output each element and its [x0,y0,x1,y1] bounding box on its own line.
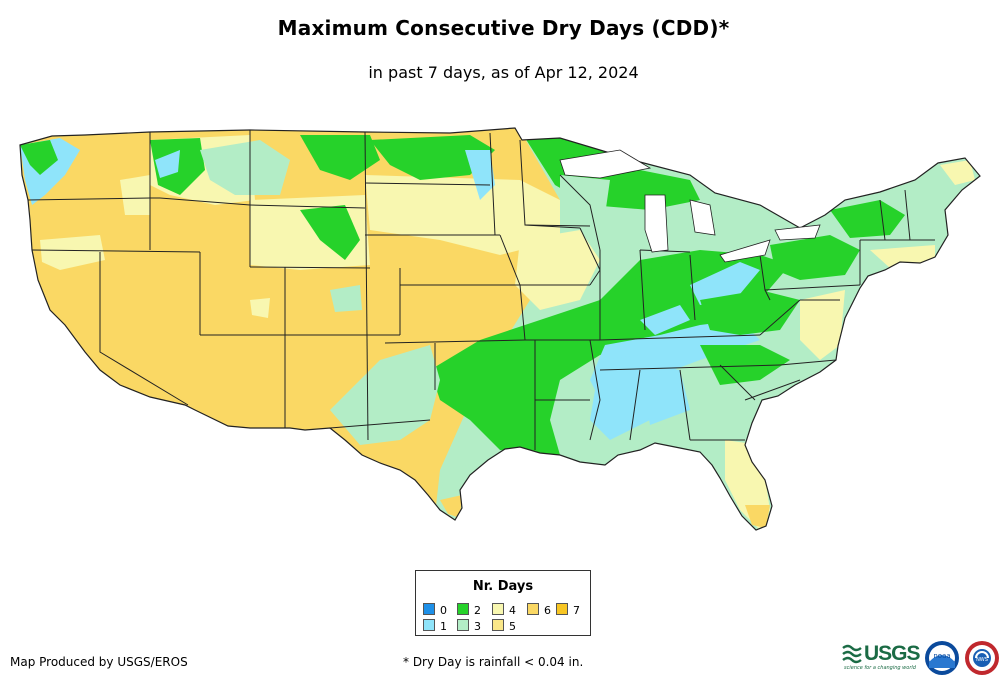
legend-swatch [457,619,469,631]
dry-days-fill [20,128,980,530]
map-credit: Map Produced by USGS/EROS [10,655,188,669]
legend-item-5: 5 [492,619,516,633]
legend-label: 3 [474,620,481,633]
legend-label: 7 [573,604,580,617]
legend-item-3: 3 [457,619,481,633]
legend-item-2: 2 [457,603,481,617]
noaa-logo-icon: noaa [925,641,959,675]
usgs-wordmark: USGS [864,642,921,665]
legend-label: 0 [440,604,447,617]
legend-item-0: 0 [423,603,447,617]
legend-item-6: 6 [527,603,551,617]
nws-logo-icon: NWS [965,641,999,675]
legend-label: 6 [544,604,551,617]
state-borders [19,127,981,531]
legend-swatch [423,603,435,615]
legend-label: 4 [509,604,516,617]
legend-item-4: 4 [492,603,516,617]
map-title: Maximum Consecutive Dry Days (CDD)* [277,16,730,40]
nws-label: NWS [976,657,988,663]
legend: Nr. Days 0 1 2 3 4 5 6 7 [415,570,591,636]
legend-swatch [423,619,435,631]
legend-swatch [527,603,539,615]
great-lakes [559,149,821,263]
legend-item-1: 1 [423,619,447,633]
noaa-label: noaa [933,652,950,660]
map-subtitle: in past 7 days, as of Apr 12, 2024 [368,63,639,82]
dry-day-footnote: * Dry Day is rainfall < 0.04 in. [403,655,584,669]
usgs-wave-icon [842,644,862,664]
legend-swatch [457,603,469,615]
legend-title: Nr. Days [472,579,534,594]
legend-swatch [492,619,504,631]
legend-item-7: 7 [556,603,580,617]
legend-label: 5 [509,620,516,633]
usgs-tagline: science for a changing world [844,665,916,671]
usgs-logo: USGS science for a changing world [842,642,921,672]
legend-swatch [492,603,504,615]
legend-swatch [556,603,568,615]
legend-label: 2 [474,604,481,617]
legend-label: 1 [440,620,447,633]
